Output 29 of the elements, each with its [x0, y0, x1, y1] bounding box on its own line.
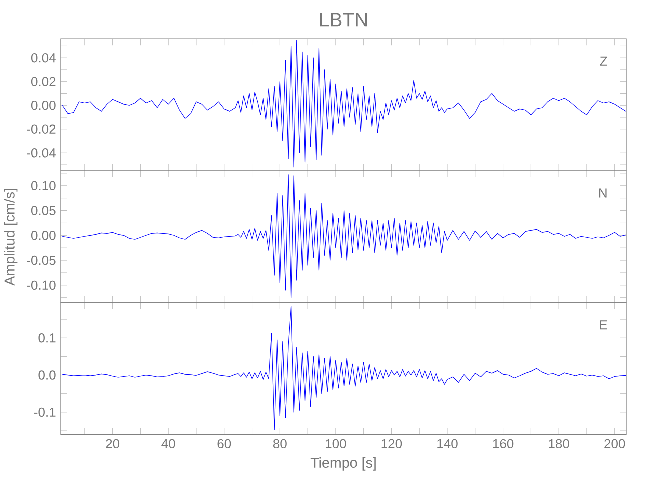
y-tick-label: 0.00: [31, 100, 56, 110]
annotation: E: [600, 320, 608, 330]
y-tick-label: -0.10: [27, 280, 56, 290]
y-tick-label: 0.10: [31, 181, 56, 190]
y-tick-label: 0.02: [31, 77, 56, 86]
y-tick-label: 0.00: [31, 230, 56, 240]
x-tick-label: 80: [273, 439, 287, 448]
y-tick-label: -0.05: [27, 256, 56, 265]
annotation: N: [599, 188, 607, 198]
x-tick-label: 20: [106, 439, 120, 448]
y-tick-label: 0.04: [31, 53, 56, 62]
x-axis-title: Tiempo [s]: [310, 457, 376, 471]
y-tick-label: -0.1: [34, 408, 56, 417]
y-tick-label: -0.02: [27, 124, 56, 134]
y-tick-label: 0.1: [38, 333, 56, 343]
x-tick-label: 40: [162, 439, 176, 448]
y-tick-label: 0.05: [31, 206, 56, 216]
y-axis-title: Amplitud [cm/s]: [4, 188, 18, 286]
y-tick-label: 0.0: [38, 370, 56, 380]
x-tick-label: 200: [604, 439, 626, 448]
x-tick-label: 140: [438, 439, 458, 448]
x-tick-label: 160: [493, 439, 514, 448]
x-tick-label: 120: [382, 439, 402, 448]
y-tick-label: -0.04: [27, 148, 56, 158]
x-tick-label: 180: [549, 439, 570, 448]
x-tick-label: 100: [326, 439, 346, 448]
annotation: Z: [600, 56, 608, 66]
chart-title: LBTN: [320, 12, 368, 26]
x-tick-label: 60: [218, 439, 232, 448]
